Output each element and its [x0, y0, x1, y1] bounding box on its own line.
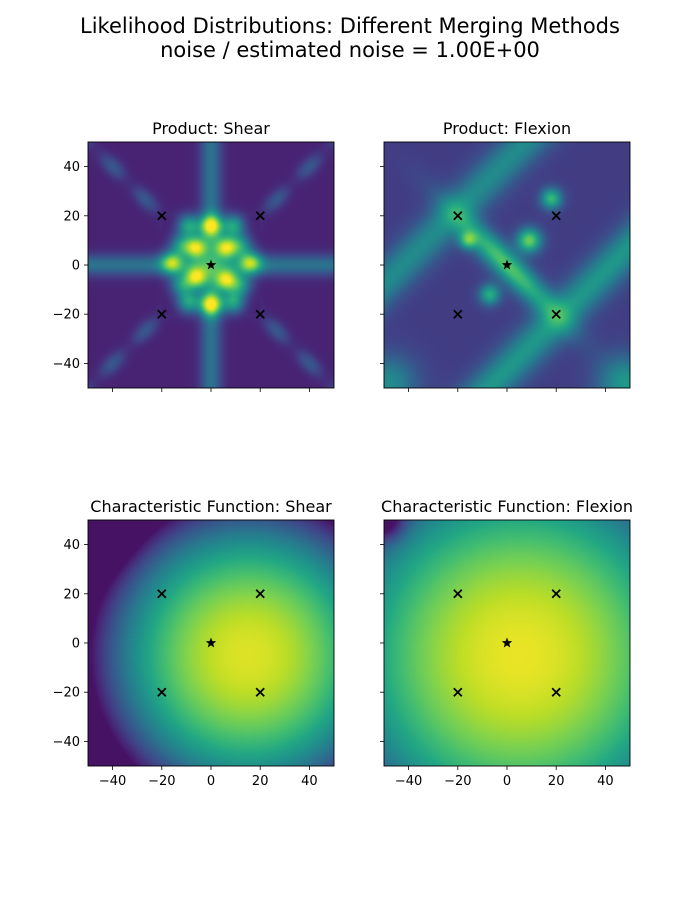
cross-marker — [453, 211, 463, 221]
subplot-title: Characteristic Function: Shear — [90, 497, 332, 516]
subplot-3: Characteristic Function: Shear −40 −20 0 20 4… — [53, 497, 335, 789]
x-tick-label: −40 — [99, 774, 126, 789]
star-marker — [501, 637, 513, 648]
star-marker — [205, 637, 217, 648]
cross-marker — [551, 589, 561, 599]
cross-marker — [157, 589, 167, 599]
x-tick-label: 40 — [301, 774, 318, 789]
cross-marker — [255, 687, 265, 697]
cross-marker — [453, 589, 463, 599]
cross-marker — [255, 211, 265, 221]
subplot-title: Characteristic Function: Flexion — [381, 497, 633, 516]
x-tick-label: 20 — [252, 774, 269, 789]
figure-subtitle: noise / estimated noise = 1.00E+00 — [160, 38, 540, 62]
y-tick-label: −40 — [53, 735, 80, 750]
y-tick-label: 0 — [72, 637, 80, 652]
y-tick-label: 20 — [63, 587, 80, 602]
star-marker — [501, 259, 513, 270]
cross-marker — [551, 211, 561, 221]
subplot-title: Product: Shear — [152, 119, 270, 138]
x-tick-label: 20 — [548, 774, 565, 789]
y-tick-label: 40 — [63, 538, 80, 553]
cross-marker — [157, 211, 167, 221]
y-tick-label: −20 — [53, 308, 80, 323]
cross-marker — [255, 309, 265, 319]
y-tick-label: 40 — [63, 160, 80, 175]
subplot-title: Product: Flexion — [443, 119, 571, 138]
x-tick-label: 40 — [597, 774, 614, 789]
cross-marker — [453, 687, 463, 697]
y-tick-label: −40 — [53, 357, 80, 372]
cross-marker — [157, 687, 167, 697]
subplot-1: Product: Shear −40 −20 0 20 40 — [53, 119, 335, 392]
cross-marker — [551, 309, 561, 319]
cross-marker — [157, 309, 167, 319]
cross-marker — [453, 309, 463, 319]
y-tick-label: 0 — [72, 259, 80, 274]
cross-marker — [255, 589, 265, 599]
subplot-2: Product: Flexion — [380, 119, 631, 392]
x-tick-label: −40 — [395, 774, 422, 789]
y-tick-label: −20 — [53, 686, 80, 701]
x-tick-label: 0 — [207, 774, 215, 789]
subplot-4: Characteristic Function: Flexion −40 −20 0 2… — [380, 497, 633, 789]
x-tick-label: −20 — [444, 774, 471, 789]
figure-title: Likelihood Distributions: Different Merg… — [80, 14, 620, 38]
x-tick-label: −20 — [148, 774, 175, 789]
x-tick-label: 0 — [503, 774, 511, 789]
y-tick-label: 20 — [63, 209, 80, 224]
star-marker — [205, 259, 217, 270]
cross-marker — [551, 687, 561, 697]
